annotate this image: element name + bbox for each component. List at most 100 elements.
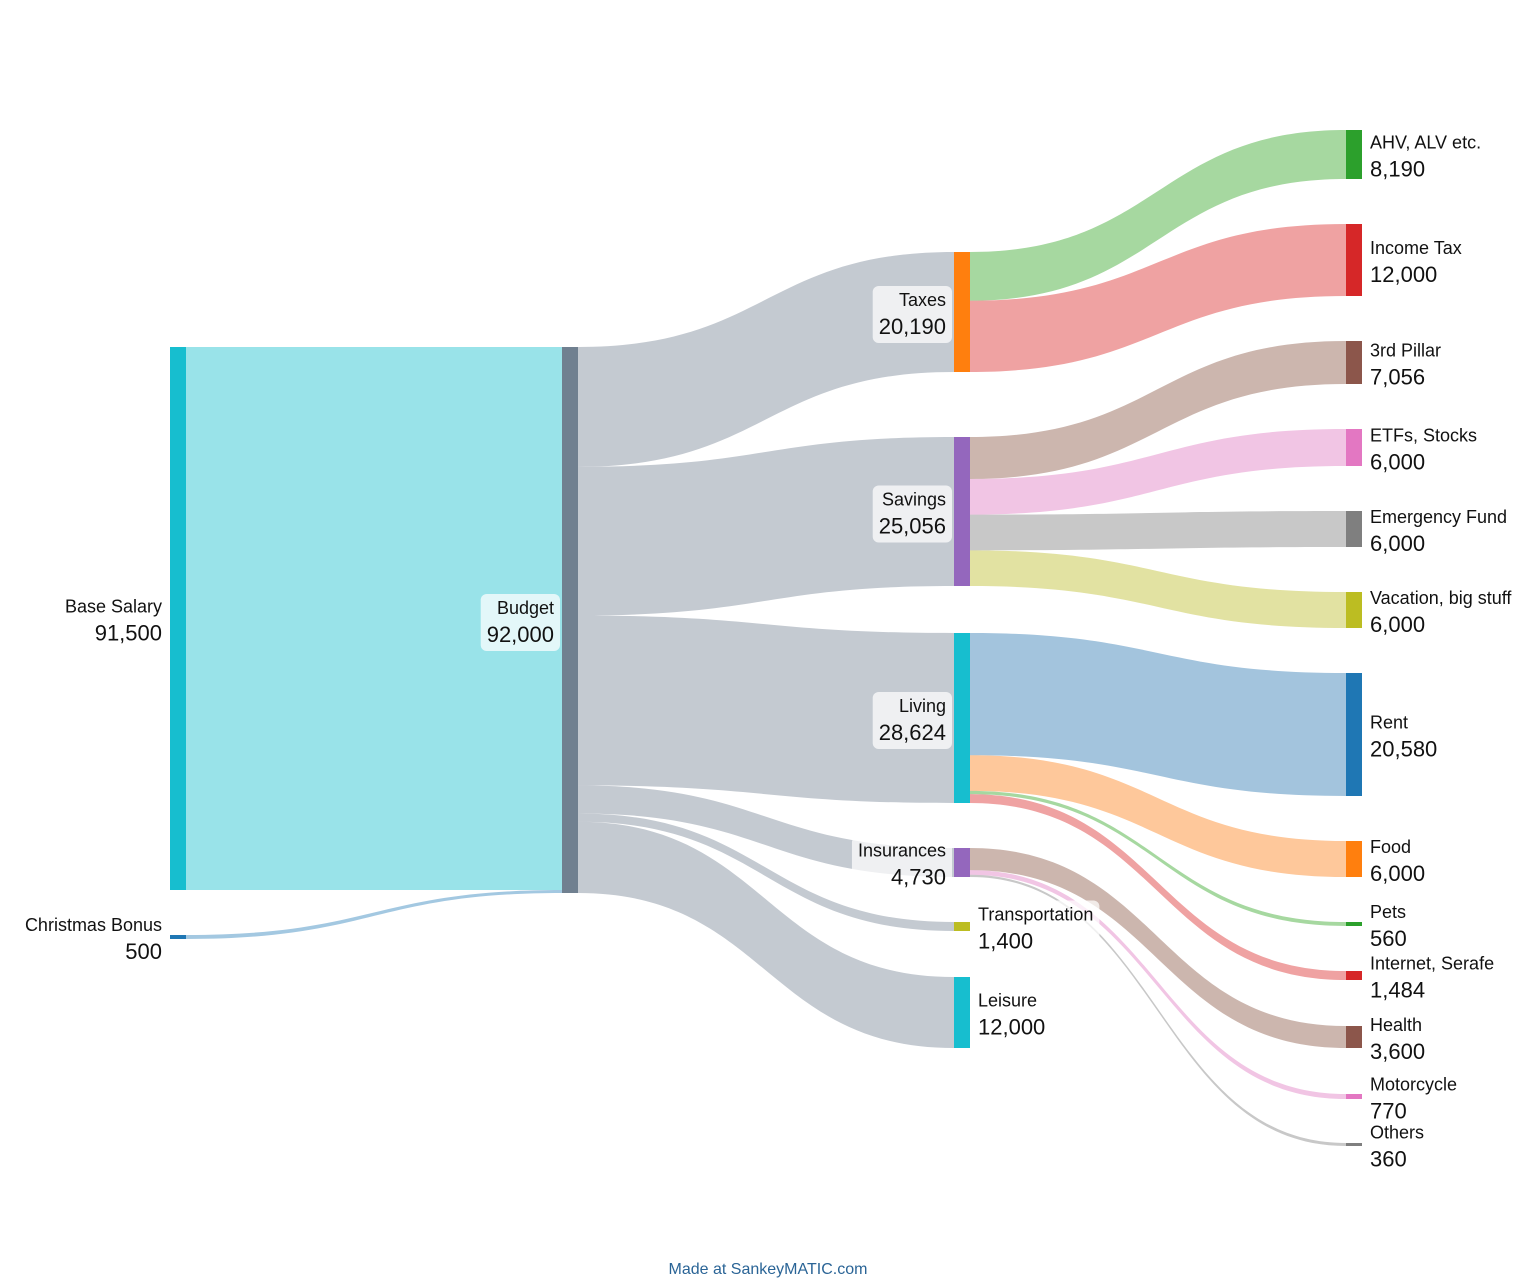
node-motorcycle[interactable] xyxy=(1346,1094,1362,1099)
node-emergency[interactable] xyxy=(1346,511,1362,547)
node-name: Insurances xyxy=(858,841,946,861)
flow-living-to-rent[interactable] xyxy=(970,633,1346,796)
node-income-tax[interactable] xyxy=(1346,224,1362,296)
node-value: 1,484 xyxy=(1370,978,1425,1003)
node-value: 500 xyxy=(125,939,162,964)
label-ahv: AHV, ALV etc. 8,190 xyxy=(1370,133,1481,182)
label-health: Health 3,600 xyxy=(1370,1015,1425,1064)
node-name: Income Tax xyxy=(1370,238,1462,258)
node-insurances[interactable] xyxy=(954,848,970,877)
node-pets[interactable] xyxy=(1346,922,1362,926)
node-ahv[interactable] xyxy=(1346,130,1362,179)
flow-budget-to-living[interactable] xyxy=(578,615,954,803)
flow-links xyxy=(186,130,1346,1146)
node-value: 6,000 xyxy=(1370,450,1425,475)
label-savings: Savings 25,056 xyxy=(872,485,952,543)
node-health[interactable] xyxy=(1346,1026,1362,1048)
label-emergency: Emergency Fund 6,000 xyxy=(1370,507,1507,556)
flow-savings-to-emergency[interactable] xyxy=(970,511,1346,551)
node-base-salary[interactable] xyxy=(170,347,186,890)
flow-savings-to-etfs[interactable] xyxy=(970,429,1346,515)
node-value: 1,400 xyxy=(978,929,1033,954)
node-transportation[interactable] xyxy=(954,922,970,931)
footer-credit[interactable]: Made at SankeyMATIC.com xyxy=(669,1261,868,1278)
flow-base_salary-to-budget[interactable] xyxy=(186,347,562,891)
flow-taxes-to-income_tax[interactable] xyxy=(970,224,1346,372)
node-name: Emergency Fund xyxy=(1370,507,1507,527)
flow-budget-to-transportation[interactable] xyxy=(578,813,954,931)
label-taxes: Taxes 20,190 xyxy=(872,286,952,343)
node-name: Taxes xyxy=(899,290,946,310)
label-internet: Internet, Serafe 1,484 xyxy=(1370,954,1494,1003)
flow-savings-to-pillar3[interactable] xyxy=(970,341,1346,479)
node-budget[interactable] xyxy=(562,347,578,893)
node-name: Leisure xyxy=(978,991,1037,1011)
label-others: Others 360 xyxy=(1370,1123,1424,1172)
node-value: 92,000 xyxy=(487,622,554,647)
node-value: 6,000 xyxy=(1370,531,1425,556)
node-bars xyxy=(170,130,1362,1146)
flow-budget-to-savings[interactable] xyxy=(578,437,954,616)
flow-budget-to-leisure[interactable] xyxy=(578,821,954,1048)
flow-living-to-food[interactable] xyxy=(970,755,1346,877)
flow-budget-to-taxes[interactable] xyxy=(578,252,954,467)
node-vacation[interactable] xyxy=(1346,592,1362,628)
label-background xyxy=(972,900,1100,958)
flow-insurances-to-health[interactable] xyxy=(970,848,1346,1048)
node-value: 560 xyxy=(1370,926,1407,951)
node-taxes[interactable] xyxy=(954,252,970,372)
node-rent[interactable] xyxy=(1346,673,1362,796)
flow-insurances-to-motorcycle[interactable] xyxy=(970,870,1346,1099)
label-pets: Pets 560 xyxy=(1370,902,1407,951)
node-internet[interactable] xyxy=(1346,971,1362,980)
flow-christmas_bonus-to-budget[interactable] xyxy=(186,890,562,939)
label-pillar3: 3rd Pillar 7,056 xyxy=(1370,341,1441,390)
node-name: Christmas Bonus xyxy=(25,915,162,935)
node-name: Pets xyxy=(1370,902,1406,922)
label-budget: Budget 92,000 xyxy=(480,594,560,651)
label-etfs: ETFs, Stocks 6,000 xyxy=(1370,426,1477,475)
node-name: Base Salary xyxy=(65,597,162,617)
node-value: 6,000 xyxy=(1370,612,1425,637)
node-name: Rent xyxy=(1370,713,1408,733)
label-food: Food 6,000 xyxy=(1370,837,1425,886)
label-living: Living 28,624 xyxy=(872,692,952,749)
node-name: Motorcycle xyxy=(1370,1075,1457,1095)
node-value: 91,500 xyxy=(95,621,162,646)
node-leisure[interactable] xyxy=(954,977,970,1048)
node-savings[interactable] xyxy=(954,437,970,586)
node-name: Transportation xyxy=(978,905,1093,925)
node-living[interactable] xyxy=(954,633,970,803)
node-value: 6,000 xyxy=(1370,861,1425,886)
node-value: 12,000 xyxy=(1370,262,1437,287)
node-etfs[interactable] xyxy=(1346,429,1362,466)
node-value: 25,056 xyxy=(879,514,946,539)
node-christmas-bonus[interactable] xyxy=(170,935,186,939)
node-value: 8,190 xyxy=(1370,157,1425,182)
label-transportation: Transportation 1,400 xyxy=(972,900,1100,958)
node-name: Others xyxy=(1370,1123,1424,1143)
node-name: ETFs, Stocks xyxy=(1370,426,1477,446)
node-name: Vacation, big stuff xyxy=(1370,588,1512,608)
flow-insurances-to-others[interactable] xyxy=(970,874,1346,1146)
node-pillar3[interactable] xyxy=(1346,341,1362,384)
label-rent: Rent 20,580 xyxy=(1370,713,1437,762)
node-name: Internet, Serafe xyxy=(1370,954,1494,974)
label-base-salary: Base Salary 91,500 xyxy=(65,597,162,646)
label-vacation: Vacation, big stuff 6,000 xyxy=(1370,588,1512,637)
node-value: 360 xyxy=(1370,1147,1407,1172)
flow-living-to-internet[interactable] xyxy=(970,794,1346,980)
flow-living-to-pets[interactable] xyxy=(970,790,1346,926)
node-name: Food xyxy=(1370,837,1411,857)
node-others[interactable] xyxy=(1346,1143,1362,1146)
node-name: Living xyxy=(899,696,946,716)
label-background xyxy=(872,286,952,343)
label-background xyxy=(851,836,952,894)
node-food[interactable] xyxy=(1346,841,1362,877)
flow-savings-to-vacation[interactable] xyxy=(970,550,1346,628)
flow-taxes-to-ahv[interactable] xyxy=(970,130,1346,301)
node-value: 20,580 xyxy=(1370,737,1437,762)
label-insurances: Insurances 4,730 xyxy=(851,836,952,894)
node-value: 12,000 xyxy=(978,1015,1045,1040)
